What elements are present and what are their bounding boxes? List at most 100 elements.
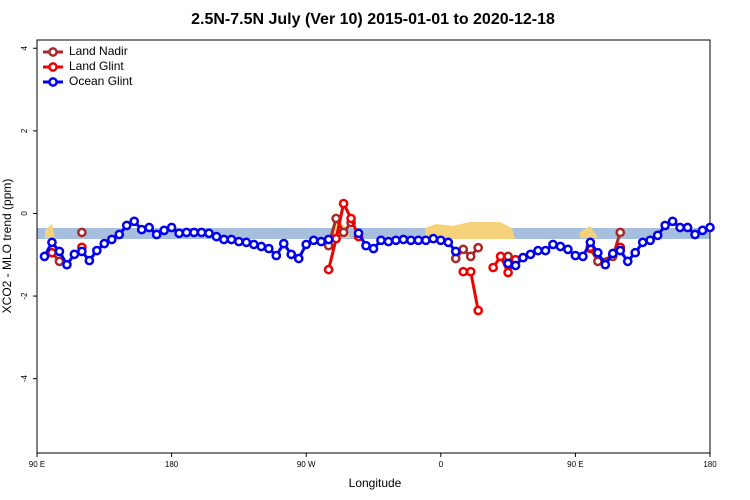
x-tick-label: 90 E (29, 460, 45, 469)
data-point (697, 225, 708, 236)
data-point (47, 237, 57, 248)
data-point (690, 229, 700, 240)
data-point (166, 222, 177, 233)
data-point (465, 251, 476, 262)
y-tick-label: -4 (20, 375, 29, 383)
y-tick-label: 0 (20, 211, 29, 216)
x-tick-label: 90 W (297, 460, 316, 469)
data-point (241, 237, 252, 248)
data-point (488, 262, 498, 273)
data-point (533, 245, 543, 256)
data-point (368, 243, 379, 254)
data-point (660, 220, 670, 231)
data-point (69, 249, 80, 260)
data-point (256, 241, 267, 252)
data-point (398, 234, 409, 245)
data-point (114, 229, 125, 240)
x-tick-label: 90 E (567, 460, 583, 469)
data-point (106, 234, 117, 245)
data-point (615, 245, 626, 256)
data-point (450, 246, 461, 257)
x-axis-label: Longitude (349, 476, 402, 490)
data-point (211, 231, 222, 242)
data-point (77, 246, 87, 257)
y-tick-label: -2 (20, 292, 29, 300)
data-point (99, 238, 110, 249)
data-point (391, 235, 401, 246)
data-point (196, 227, 207, 238)
data-point (159, 225, 169, 236)
data-point (189, 227, 199, 238)
x-tick-label: 180 (703, 460, 717, 469)
data-point (263, 243, 274, 254)
data-point (308, 235, 319, 246)
data-point (181, 227, 192, 238)
data-point (39, 251, 50, 262)
data-point (503, 267, 513, 278)
data-point (331, 233, 341, 244)
data-point (219, 234, 229, 245)
land-shape (580, 226, 598, 238)
data-point (338, 198, 349, 209)
data-point (555, 241, 566, 252)
data-point (570, 250, 581, 261)
data-point (420, 235, 431, 246)
data-point (495, 251, 506, 262)
y-tick-label: 4 (20, 45, 29, 50)
data-point (518, 252, 528, 263)
data-point (510, 260, 521, 271)
legend-label: Land Glint (69, 59, 124, 73)
data-point (525, 249, 536, 260)
data-point (615, 227, 626, 238)
data-point (323, 264, 334, 275)
data-point (376, 235, 386, 246)
legend-marker (48, 62, 58, 72)
land-shape (45, 224, 55, 238)
y-tick-label: 2 (20, 128, 29, 133)
data-point (592, 247, 603, 258)
legend-label: Ocean Glint (69, 74, 133, 88)
data-point (91, 245, 102, 256)
data-point (174, 228, 184, 239)
data-point (353, 228, 364, 239)
y-axis-label: XCO2 - MLO trend (ppm) (0, 179, 14, 314)
data-point (682, 222, 693, 233)
data-point (585, 237, 596, 248)
data-point (473, 242, 484, 253)
data-point (413, 235, 424, 246)
data-point (54, 246, 65, 257)
data-point (607, 248, 618, 259)
x-tick-label: 0 (439, 460, 444, 469)
data-point (705, 222, 715, 233)
data-point (383, 236, 394, 247)
plot-frame (36, 39, 711, 454)
data-point (435, 235, 446, 246)
data-point (458, 266, 469, 277)
data-point (540, 245, 551, 256)
data-point (301, 239, 312, 250)
data-point (600, 259, 611, 270)
data-point (361, 240, 371, 251)
data-point (62, 259, 72, 270)
data-point (323, 234, 334, 245)
legend-marker (48, 47, 58, 57)
series-line (463, 270, 480, 311)
data-point (622, 256, 633, 267)
data-point (54, 256, 65, 267)
chart-title: 2.5N-7.5N July (Ver 10) 2015-01-01 to 20… (191, 11, 555, 28)
data-point (637, 237, 648, 248)
data-point (84, 255, 95, 266)
data-point (458, 244, 469, 255)
data-point (578, 251, 588, 262)
data-point (592, 256, 603, 267)
data-point (473, 305, 484, 316)
data-point (652, 230, 663, 241)
data-point (563, 244, 573, 255)
legend-marker (48, 77, 58, 87)
x-tick-label: 180 (165, 460, 179, 469)
data-point (286, 249, 297, 260)
data-point (226, 234, 237, 245)
data-point (630, 247, 641, 258)
